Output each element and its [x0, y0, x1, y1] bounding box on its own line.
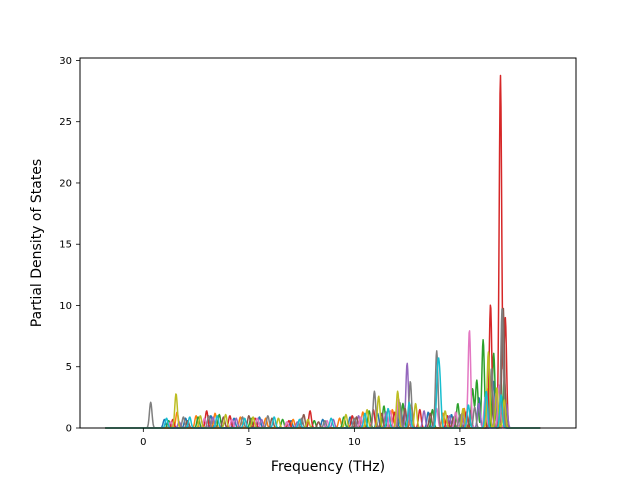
- y-tick-label: 10: [59, 301, 72, 312]
- y-axis-ticks: 0 5 10 15 20 25 30: [59, 56, 80, 435]
- y-axis-label: Partial Density of States: [29, 159, 45, 327]
- x-axis-label: Frequency (THz): [271, 459, 385, 475]
- y-tick-label: 30: [59, 56, 72, 67]
- x-tick-label: 15: [454, 437, 467, 448]
- y-tick-label: 5: [66, 362, 72, 373]
- x-tick-label: 10: [348, 437, 361, 448]
- x-tick-label: 5: [246, 437, 252, 448]
- x-tick-label: 0: [140, 437, 146, 448]
- y-tick-label: 25: [59, 117, 72, 128]
- y-tick-label: 0: [66, 424, 72, 435]
- plot-frame: [79, 57, 577, 429]
- x-axis-ticks: 0 5 10 15: [140, 428, 466, 448]
- y-tick-label: 20: [59, 178, 72, 189]
- y-tick-label: 15: [59, 240, 72, 251]
